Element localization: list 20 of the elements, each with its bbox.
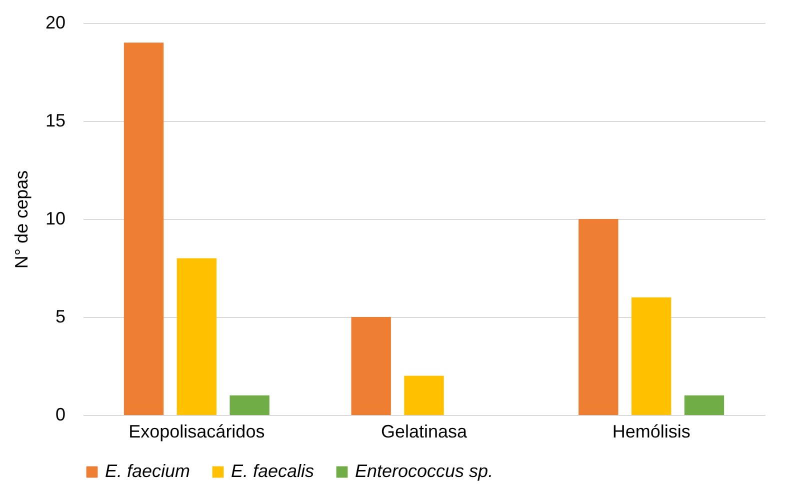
- legend-label: Enterococcus sp.: [355, 461, 494, 481]
- bar: [631, 297, 672, 415]
- bar: [404, 376, 444, 415]
- y-tick-label: 20: [45, 12, 66, 32]
- bar: [176, 258, 217, 415]
- bar: [684, 395, 724, 415]
- bar: [578, 219, 618, 415]
- bar: [230, 395, 270, 415]
- bar: [124, 42, 164, 415]
- y-tick-label: 10: [45, 208, 66, 228]
- y-tick-label: 0: [55, 404, 66, 424]
- y-axis-title: N° de cepas: [11, 170, 32, 269]
- x-tick-label: Exopolisacáridos: [128, 422, 265, 442]
- y-tick-label: 15: [45, 110, 66, 130]
- x-tick-label: Hemólisis: [612, 422, 690, 442]
- bar: [351, 317, 391, 415]
- legend-label: E. faecium: [105, 461, 190, 481]
- legend-label: E. faecalis: [231, 461, 314, 481]
- y-tick-label: 5: [55, 306, 66, 326]
- x-tick-label: Gelatinasa: [380, 422, 468, 442]
